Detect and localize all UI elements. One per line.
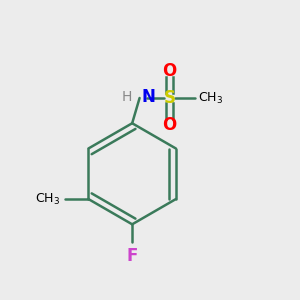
Text: O: O	[162, 62, 176, 80]
Text: CH$_3$: CH$_3$	[35, 191, 60, 207]
Text: F: F	[127, 247, 138, 265]
Text: CH$_3$: CH$_3$	[198, 90, 223, 106]
Text: S: S	[163, 89, 175, 107]
Text: N: N	[142, 88, 156, 106]
Text: H: H	[122, 90, 132, 104]
Text: O: O	[162, 116, 176, 134]
